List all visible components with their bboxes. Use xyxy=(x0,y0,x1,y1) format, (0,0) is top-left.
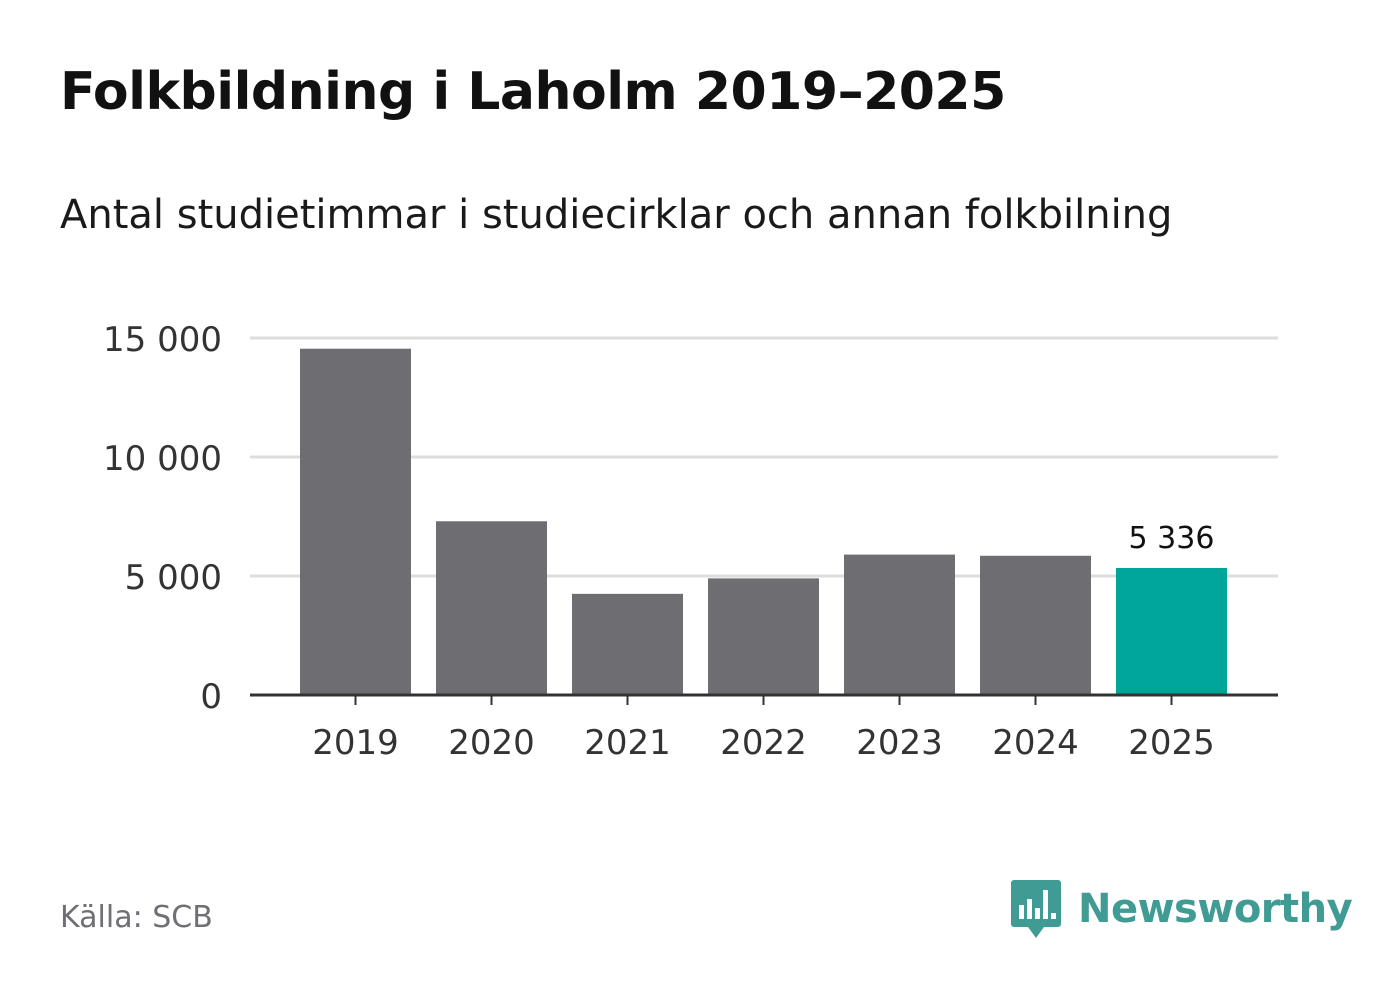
x-tick-label: 2020 xyxy=(448,723,535,763)
x-tick-label: 2024 xyxy=(992,723,1079,763)
y-tick-label: 10 000 xyxy=(103,439,222,479)
bar-2019[interactable] xyxy=(300,348,411,695)
x-tick-label: 2025 xyxy=(1128,723,1215,763)
bars xyxy=(300,348,1227,695)
brand-name: Newsworthy xyxy=(1078,886,1353,932)
y-tick-label: 0 xyxy=(200,677,222,717)
source-note: Källa: SCB xyxy=(60,900,213,935)
x-tick-label: 2023 xyxy=(856,723,943,763)
chart-title: Folkbildning i Laholm 2019–2025 xyxy=(60,62,1006,122)
bar-2023[interactable] xyxy=(844,554,955,695)
bar-2024[interactable] xyxy=(980,555,1091,695)
x-tick-label: 2021 xyxy=(584,723,671,763)
y-tick-label: 5 000 xyxy=(125,558,222,598)
labels: 0 5 000 10 000 15 000 2019 2020 2021 2022 2023 20… xyxy=(103,320,1215,763)
axes xyxy=(250,693,1278,705)
bar-2025[interactable] xyxy=(1116,568,1227,695)
newsworthy-logo-icon xyxy=(1011,880,1061,938)
data-label: 5 336 xyxy=(1129,521,1215,556)
bar-2021[interactable] xyxy=(572,593,683,695)
y-tick-label: 15 000 xyxy=(103,320,222,360)
bar-2020[interactable] xyxy=(436,521,547,695)
gridlines xyxy=(250,336,1278,578)
x-tick-label: 2019 xyxy=(312,723,399,763)
brand-logo[interactable]: Newsworthy xyxy=(1010,878,1353,940)
chart-subtitle: Antal studietimmar i studiecirklar och a… xyxy=(60,192,1173,238)
bar-2022[interactable] xyxy=(708,578,819,695)
x-tick-label: 2022 xyxy=(720,723,807,763)
